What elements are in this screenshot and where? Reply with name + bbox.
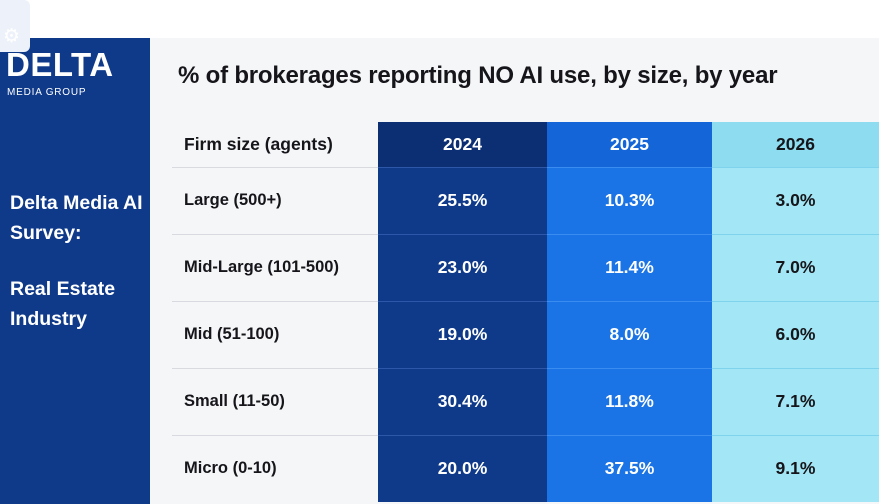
table-row: Mid-Large (101-500) 23.0% 11.4% 7.0% (172, 233, 879, 301)
row-label: Mid (51-100) (172, 300, 378, 368)
column-header-2026: 2026 (712, 122, 879, 167)
value-cell: 25.5% (378, 166, 547, 234)
data-table: Firm size (agents) 2024 2025 2026 Large … (172, 122, 879, 502)
row-label: Mid-Large (101-500) (172, 233, 378, 301)
table-row: Micro (0-10) 20.0% 37.5% 9.1% (172, 434, 879, 502)
value-cell: 7.1% (712, 367, 879, 435)
sidebar-subtitle: Real Estate Industry (10, 278, 116, 330)
row-header-label: Firm size (agents) (172, 122, 378, 167)
chart-title: % of brokerages reporting NO AI use, by … (178, 62, 778, 89)
row-label: Small (11-50) (172, 367, 378, 435)
value-cell: 11.4% (547, 233, 712, 301)
value-cell: 37.5% (547, 434, 712, 502)
settings-tab[interactable] (0, 0, 30, 52)
row-label: Micro (0-10) (172, 434, 378, 502)
table-row: Mid (51-100) 19.0% 8.0% 6.0% (172, 300, 879, 368)
gear-icon[interactable]: ⚙ (3, 25, 21, 47)
value-cell: 8.0% (547, 300, 712, 368)
logo-wordmark: DELTA (6, 46, 114, 83)
column-header-2024: 2024 (378, 122, 547, 167)
value-cell: 20.0% (378, 434, 547, 502)
table-row: Small (11-50) 30.4% 11.8% 7.1% (172, 367, 879, 435)
sidebar-title: Delta Media AI Survey: (10, 192, 143, 244)
table-row: Large (500+) 25.5% 10.3% 3.0% (172, 166, 879, 234)
value-cell: 23.0% (378, 233, 547, 301)
column-header-2025: 2025 (547, 122, 712, 167)
value-cell: 3.0% (712, 166, 879, 234)
value-cell: 10.3% (547, 166, 712, 234)
value-cell: 6.0% (712, 300, 879, 368)
header-row: Firm size (agents) 2024 2025 2026 (172, 122, 879, 167)
value-cell: 30.4% (378, 367, 547, 435)
value-cell: 9.1% (712, 434, 879, 502)
sidebar-panel (0, 38, 150, 504)
value-cell: 7.0% (712, 233, 879, 301)
value-cell: 11.8% (547, 367, 712, 435)
row-label: Large (500+) (172, 166, 378, 234)
logo-tagline: MEDIA GROUP (7, 87, 87, 98)
value-cell: 19.0% (378, 300, 547, 368)
